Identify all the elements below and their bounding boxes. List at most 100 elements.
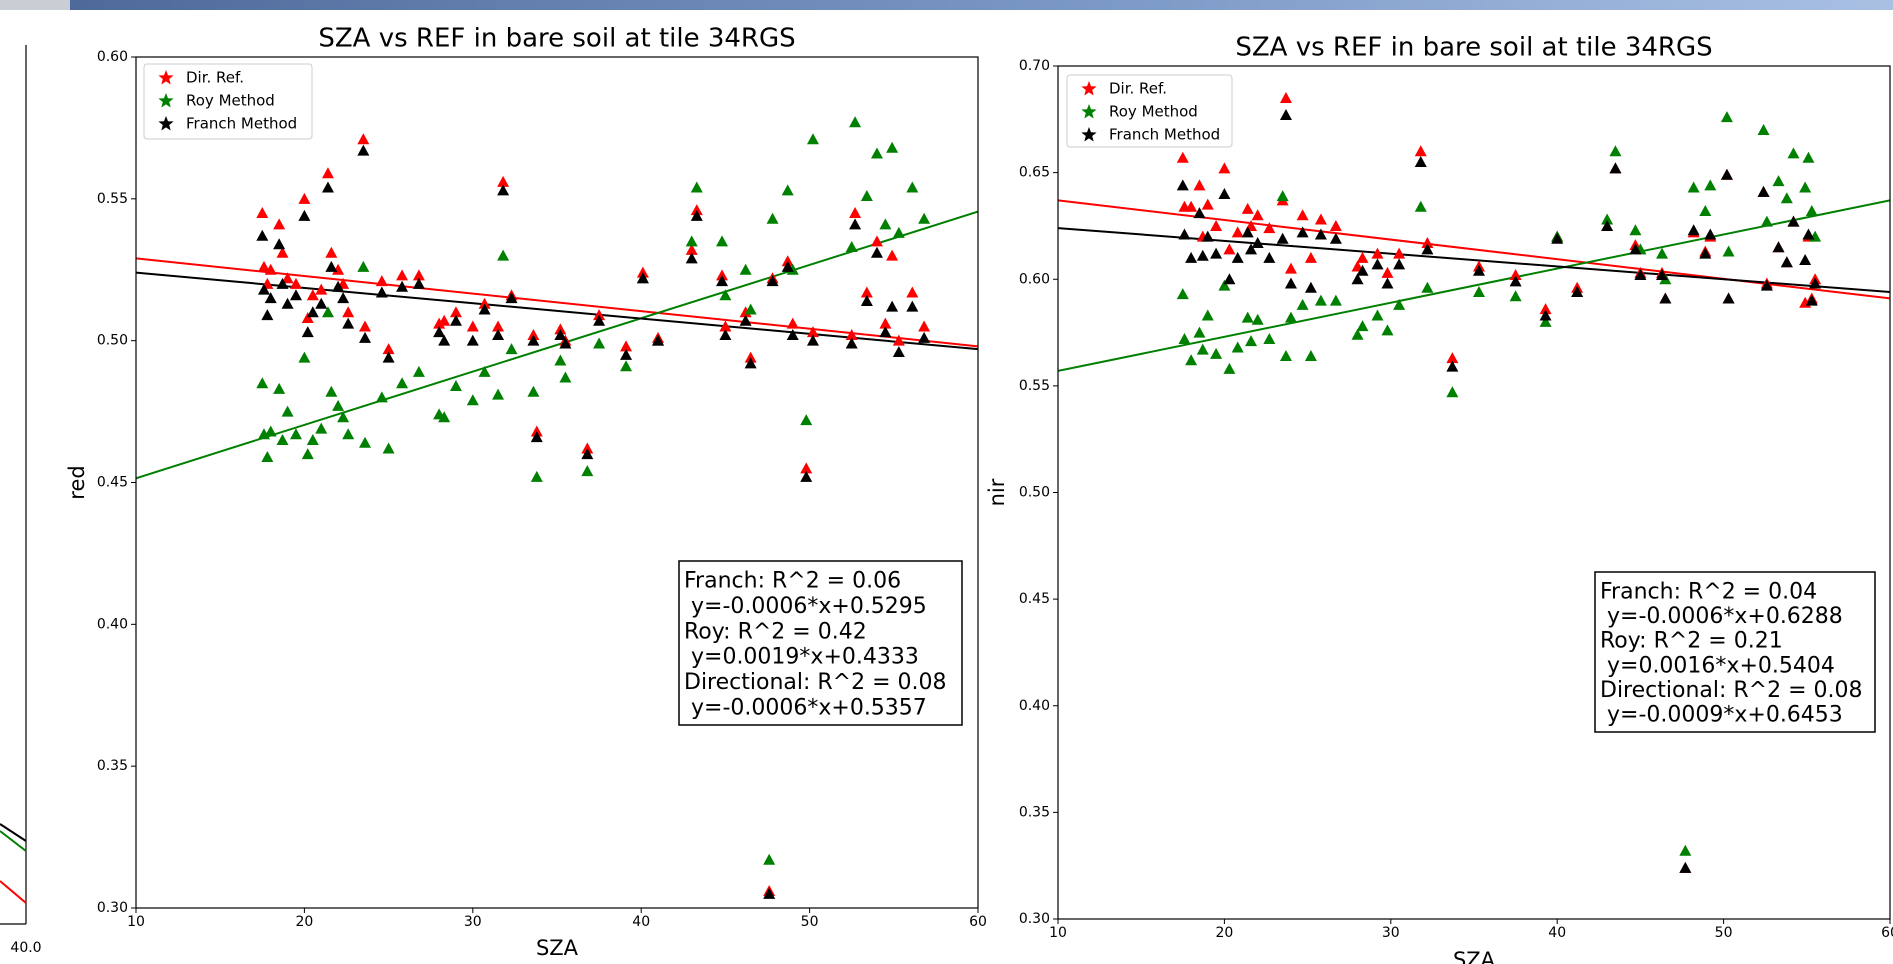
data-point	[1539, 315, 1552, 327]
data-point	[527, 385, 540, 397]
data-point	[906, 181, 919, 193]
chart-title: SZA vs REF in bare soil at tile 34RGS	[318, 24, 795, 54]
y-tick-label: 0.50	[1019, 485, 1050, 501]
data-point	[357, 133, 370, 145]
data-point	[845, 337, 858, 349]
data-point	[766, 212, 779, 224]
data-point	[375, 275, 388, 287]
annotation-box	[1594, 571, 1876, 733]
data-point	[554, 323, 567, 335]
data-point	[1629, 224, 1642, 236]
data-point	[342, 306, 355, 318]
data-point	[530, 431, 543, 443]
data-point	[301, 311, 314, 323]
data-point	[1279, 350, 1292, 362]
data-point	[690, 181, 703, 193]
data-point	[1393, 258, 1406, 270]
annotation-line: y=0.0019*x+0.4333	[684, 645, 919, 670]
data-point	[337, 411, 350, 423]
data-point	[449, 380, 462, 392]
data-point	[1780, 256, 1793, 268]
data-point	[620, 360, 633, 372]
data-point	[1218, 162, 1231, 174]
data-point	[1356, 320, 1369, 332]
data-point	[786, 328, 799, 340]
data-point	[289, 277, 302, 289]
data-point	[375, 286, 388, 298]
data-point	[256, 207, 269, 219]
data-point	[870, 246, 883, 258]
data-point	[716, 275, 729, 287]
plot-area	[1058, 66, 1890, 919]
data-point	[906, 300, 919, 312]
x-tick-label: 10	[1049, 925, 1067, 941]
data-point	[886, 141, 899, 153]
data-point	[1699, 205, 1712, 217]
data-point	[1446, 386, 1459, 398]
data-point	[906, 286, 919, 298]
data-point	[845, 241, 858, 253]
data-point	[1351, 273, 1364, 285]
data-point	[870, 235, 883, 247]
data-point	[1178, 332, 1191, 344]
data-point	[918, 320, 931, 332]
fit-line	[1058, 227, 1890, 294]
data-point	[505, 292, 518, 304]
data-point	[325, 385, 338, 397]
data-point	[1381, 266, 1394, 278]
data-point	[1193, 179, 1206, 191]
data-point	[806, 133, 819, 145]
partial-fit-line	[0, 823, 27, 842]
data-point	[273, 218, 286, 230]
data-point	[763, 853, 776, 865]
data-point	[1284, 277, 1297, 289]
data-point	[1509, 290, 1522, 302]
x-axis-label: SZA	[536, 936, 579, 960]
legend-marker	[158, 93, 174, 108]
data-point	[685, 252, 698, 264]
plot-content	[136, 116, 978, 899]
data-point	[1802, 151, 1815, 163]
annotation-line: y=0.0016*x+0.5404	[1600, 653, 1835, 678]
data-point	[478, 365, 491, 377]
data-point	[257, 428, 270, 440]
data-point	[1799, 181, 1812, 193]
data-point	[466, 394, 479, 406]
data-point	[786, 317, 799, 329]
x-tick-label: 40	[632, 914, 650, 930]
data-point	[264, 292, 277, 304]
y-tick-label: 0.70	[1019, 58, 1050, 74]
data-point	[1634, 268, 1647, 280]
data-point	[298, 209, 311, 221]
y-tick-label: 0.35	[1019, 804, 1050, 820]
data-point	[593, 309, 606, 321]
y-tick-label: 0.60	[1019, 271, 1050, 287]
x-tick-label: 40.0	[10, 940, 41, 956]
x-tick-label: 10	[127, 914, 145, 930]
data-point	[466, 320, 479, 332]
data-point	[276, 433, 289, 445]
data-point	[886, 300, 899, 312]
data-point	[719, 320, 732, 332]
annotation-line: y=-0.0006*x+0.5357	[684, 695, 927, 720]
data-point	[1722, 292, 1735, 304]
x-tick-label: 20	[1215, 925, 1233, 941]
data-point	[800, 414, 813, 426]
annotation-line: y=-0.0006*x+0.5295	[684, 594, 927, 619]
plot-content	[1058, 91, 1890, 873]
data-point	[559, 371, 572, 383]
data-point	[257, 260, 270, 272]
data-point	[527, 334, 540, 346]
data-point	[342, 317, 355, 329]
data-point	[332, 263, 345, 275]
data-point	[1809, 277, 1822, 289]
data-point	[1421, 243, 1434, 255]
data-point	[1421, 281, 1434, 293]
y-tick-label: 0.40	[97, 616, 128, 632]
data-point	[281, 272, 294, 284]
data-point	[261, 309, 274, 321]
data-point	[478, 303, 491, 315]
data-point	[636, 272, 649, 284]
chart: 10 20 30 40 50 60 0.30 0.35 0.40 0.45 0.50 0.55 0.60…	[65, 24, 987, 961]
data-point	[359, 331, 372, 343]
